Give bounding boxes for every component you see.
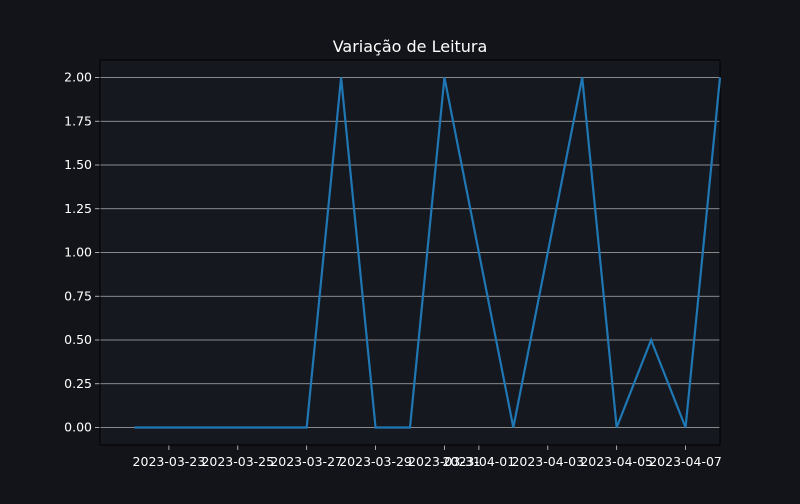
x-tick-label: 2023-04-07 [649, 454, 722, 469]
y-tick-label: 1.50 [64, 157, 92, 172]
x-tick-label: 2023-03-25 [201, 454, 274, 469]
y-tick-label: 0.50 [64, 332, 92, 347]
chart-title: Variação de Leitura [333, 37, 488, 56]
x-tick-label: 2023-03-23 [133, 454, 206, 469]
x-tick-label: 2023-04-05 [580, 454, 653, 469]
y-tick-label: 0.00 [64, 420, 92, 435]
x-tick-label: 2023-03-27 [270, 454, 343, 469]
x-tick-label: 2023-04-03 [511, 454, 584, 469]
y-tick-label: 2.00 [64, 70, 92, 85]
y-tick-label: 1.00 [64, 245, 92, 260]
y-tick-label: 0.75 [64, 288, 92, 303]
y-tick-label: 1.25 [64, 201, 92, 216]
y-tick-label: 0.25 [64, 376, 92, 391]
x-tick-label: 2023-03-29 [339, 454, 412, 469]
y-tick-label: 1.75 [64, 113, 92, 128]
x-tick-label: 2023-04-01 [443, 454, 516, 469]
